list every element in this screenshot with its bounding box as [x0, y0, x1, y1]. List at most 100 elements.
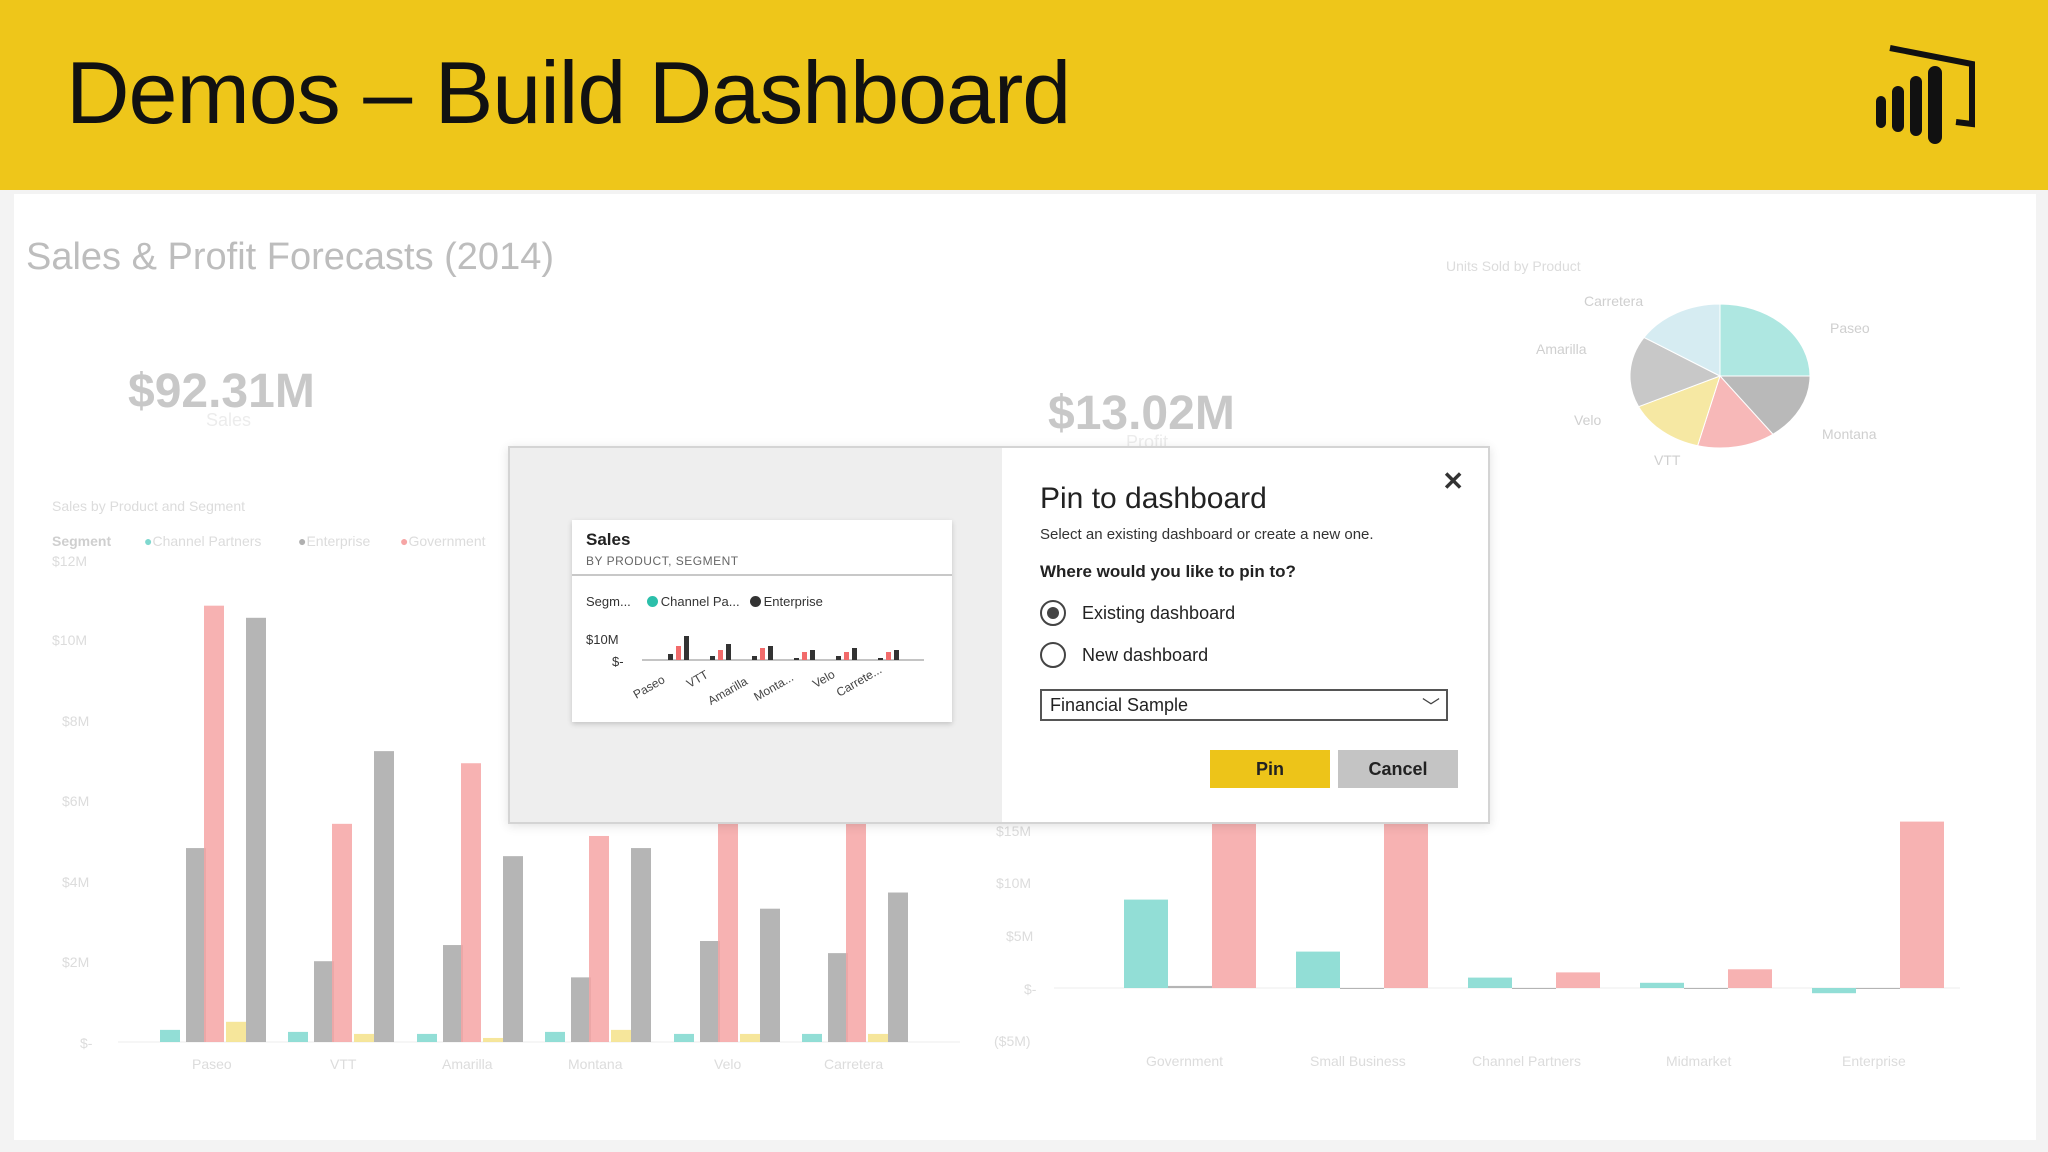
- pin-to-dashboard-dialog: Sales BY PRODUCT, SEGMENT Segm... Channe…: [508, 446, 1490, 824]
- bar: [354, 1033, 374, 1042]
- tile-bar: [760, 648, 765, 660]
- pie-label: Carretera: [1584, 293, 1644, 309]
- bar: [1812, 988, 1856, 994]
- tile-bar: [794, 658, 799, 660]
- y-tick: $10M: [52, 632, 88, 648]
- x-tick: Velo: [714, 1056, 742, 1072]
- x-tick: Channel Partners: [1472, 1053, 1581, 1069]
- pie-slice: [1718, 375, 1811, 435]
- tile-bar: [718, 650, 723, 660]
- y-tick: $4M: [62, 874, 90, 890]
- kpi-sales-value: $92.31M: [128, 365, 315, 418]
- bar: [888, 892, 908, 1042]
- tile-bar: [676, 646, 681, 660]
- bar: [545, 1031, 565, 1042]
- bar: [1168, 985, 1212, 988]
- y-tick: $15M: [996, 823, 1032, 839]
- new-dashboard-option[interactable]: New dashboard: [1040, 642, 1208, 668]
- y-tick: $12M: [52, 553, 88, 569]
- cancel-button[interactable]: Cancel: [1338, 750, 1458, 788]
- tile-bar: [668, 654, 673, 660]
- pie-label: Paseo: [1830, 320, 1870, 336]
- bar: [246, 617, 266, 1042]
- bar: [674, 1033, 694, 1042]
- bar: [186, 848, 206, 1042]
- bar: [1900, 821, 1944, 988]
- chevron-down-icon[interactable]: ﹀: [1422, 697, 1440, 717]
- tile-bar: [852, 648, 857, 660]
- option-label: New dashboard: [1082, 644, 1209, 665]
- left-legend-item: ●Channel Partners: [144, 533, 262, 549]
- radio-selected-icon[interactable]: [1040, 600, 1066, 626]
- dialog-question: Where would you like to pin to?: [1040, 562, 1296, 581]
- pin-button[interactable]: Pin: [1210, 750, 1330, 788]
- x-tick: Amarilla: [442, 1056, 493, 1072]
- bar: [1468, 977, 1512, 988]
- dialog-preview-pane: Sales BY PRODUCT, SEGMENT Segm... Channe…: [510, 448, 1002, 822]
- pie-label: Amarilla: [1536, 341, 1587, 357]
- y-tick: $6M: [62, 793, 90, 809]
- existing-dashboard-option[interactable]: Existing dashboard: [1040, 600, 1235, 626]
- left-legend-item: ●Enterprise: [298, 533, 371, 549]
- dialog-description: Select an existing dashboard or create a…: [1040, 526, 1374, 543]
- close-icon[interactable]: ✕: [1442, 466, 1464, 496]
- pie-slice: [1643, 303, 1721, 377]
- tile-bar: [684, 636, 689, 660]
- left-chart-legend-label: Segment: [52, 533, 112, 549]
- tile-chart: [642, 636, 924, 661]
- pie-title: Units Sold by Product: [1446, 258, 1581, 274]
- legend-dot-icon: [646, 596, 658, 607]
- x-tick: Paseo: [192, 1056, 232, 1072]
- y-tick: $5M: [1006, 928, 1034, 944]
- radio-unselected-icon[interactable]: [1040, 642, 1066, 668]
- pie-slice: [1629, 336, 1722, 408]
- tile-subtitle: BY PRODUCT, SEGMENT: [586, 554, 739, 568]
- tile-bar: [878, 658, 883, 660]
- x-tick: Government: [1146, 1053, 1224, 1069]
- pie-slice: [1696, 375, 1774, 449]
- x-tick: Carretera: [824, 1056, 884, 1072]
- x-tick: Small Business: [1310, 1053, 1406, 1069]
- y-tick: $8M: [62, 713, 90, 729]
- bar: [1556, 972, 1600, 988]
- bar: [1340, 988, 1384, 989]
- x-tick: VTT: [330, 1056, 357, 1072]
- dialog-title: Pin to dashboard: [1040, 482, 1267, 515]
- option-label: Existing dashboard: [1082, 602, 1236, 623]
- pie-label: Velo: [1574, 412, 1602, 428]
- tile-bar: [836, 656, 841, 660]
- tile-legend: Segm... Channel Pa... Enterprise: [586, 594, 823, 609]
- title-banner: Demos – Build Dashboard: [0, 0, 2048, 190]
- y-tick: $-: [80, 1035, 93, 1051]
- tile-bar: [886, 652, 891, 660]
- bar: [288, 1031, 308, 1042]
- dashboard-select-value: Financial Sample: [1050, 695, 1189, 715]
- bar: [802, 1033, 822, 1042]
- tile-legend-label: Segm...: [586, 594, 631, 609]
- dialog-form-pane: ✕ Pin to dashboard Select an existing da…: [1002, 448, 1490, 822]
- left-chart-title: Sales by Product and Segment: [52, 498, 246, 514]
- bar: [846, 823, 866, 1042]
- bar: [461, 763, 481, 1042]
- bar: [1728, 969, 1772, 988]
- y-tick: $2M: [62, 954, 90, 970]
- tile-legend-item: Enterprise: [763, 594, 823, 609]
- bar: [160, 1029, 180, 1042]
- bar: [1212, 821, 1256, 988]
- tile-bar: [802, 652, 807, 660]
- tile-legend-item: Channel Pa...: [660, 594, 740, 609]
- left-legend-item: ●Government: [400, 533, 486, 549]
- bar: [204, 605, 224, 1042]
- bar: [1124, 899, 1168, 988]
- tile-title: Sales: [586, 530, 631, 549]
- bar: [1384, 821, 1428, 988]
- x-tick: Montana: [568, 1056, 623, 1072]
- x-tick: Midmarket: [1666, 1053, 1732, 1069]
- tile-bar: [894, 650, 899, 660]
- slide-title: Demos – Build Dashboard: [66, 43, 1071, 142]
- dashboard-select[interactable]: Financial Sample ﹀: [1040, 689, 1448, 721]
- tile-bar: [752, 656, 757, 660]
- bar: [503, 856, 523, 1042]
